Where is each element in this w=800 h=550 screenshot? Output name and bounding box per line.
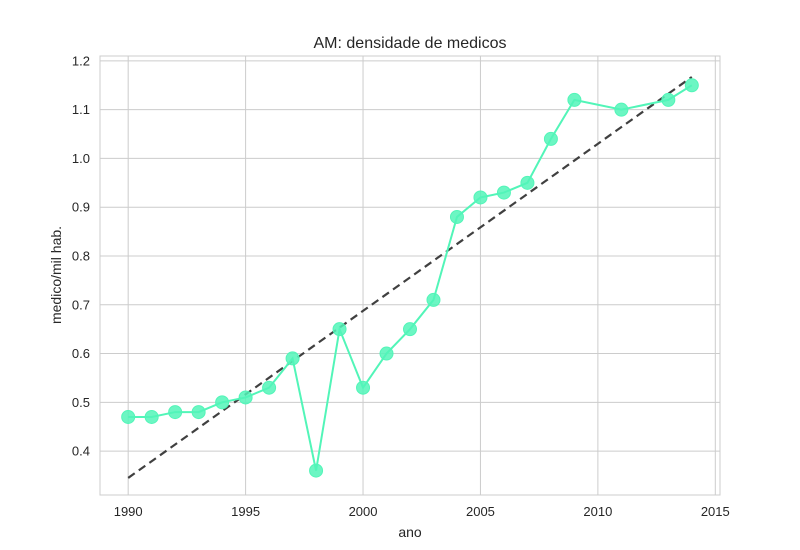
data-point — [215, 395, 230, 410]
data-point — [309, 463, 324, 478]
data-point — [356, 380, 371, 395]
y-tick-label: 0.4 — [72, 444, 90, 459]
data-point — [144, 409, 159, 424]
y-axis-title: medico/mil hab. — [48, 226, 64, 324]
data-point — [121, 409, 136, 424]
trend-line-group — [127, 76, 693, 479]
data-point — [332, 322, 347, 337]
y-tick-label: 1.2 — [72, 53, 90, 68]
y-tick-label: 0.6 — [72, 346, 90, 361]
data-point — [449, 209, 464, 224]
x-tick-label: 2015 — [701, 504, 730, 519]
x-tick-label: 2005 — [466, 504, 495, 519]
chart-title: AM: densidade de medicos — [314, 35, 507, 52]
data-point — [684, 78, 699, 93]
data-point — [661, 92, 676, 107]
data-point — [567, 92, 582, 107]
x-axis-ticks: 1990 1995 2000 2005 2010 2015 — [114, 504, 730, 519]
data-point — [191, 405, 206, 420]
series-group — [121, 78, 699, 478]
grid — [100, 56, 720, 495]
data-point — [262, 380, 277, 395]
data-point — [285, 351, 300, 366]
x-axis-title: ano — [398, 524, 422, 540]
data-point — [543, 131, 558, 146]
x-tick-label: 1990 — [114, 504, 143, 519]
data-point — [168, 405, 183, 420]
y-tick-label: 0.8 — [72, 248, 90, 263]
data-point — [614, 102, 629, 117]
data-point — [238, 390, 253, 405]
data-point — [426, 292, 441, 307]
data-point — [496, 185, 511, 200]
data-point — [379, 346, 394, 361]
data-point — [403, 322, 417, 337]
x-tick-label: 2010 — [583, 504, 612, 519]
data-point — [473, 190, 488, 205]
trend-line — [127, 76, 693, 479]
data-point — [520, 175, 535, 190]
x-tick-label: 1995 — [231, 504, 260, 519]
y-tick-label: 0.7 — [72, 297, 90, 312]
x-tick-label: 2000 — [349, 504, 378, 519]
y-tick-label: 1.0 — [72, 151, 90, 166]
y-axis-ticks: 0.4 0.5 0.6 0.7 0.8 0.9 1.0 1.1 1.2 — [72, 53, 90, 458]
y-tick-label: 1.1 — [72, 102, 90, 117]
y-tick-label: 0.9 — [72, 200, 90, 215]
y-tick-label: 0.5 — [72, 395, 90, 410]
plot-frame — [99, 55, 721, 496]
